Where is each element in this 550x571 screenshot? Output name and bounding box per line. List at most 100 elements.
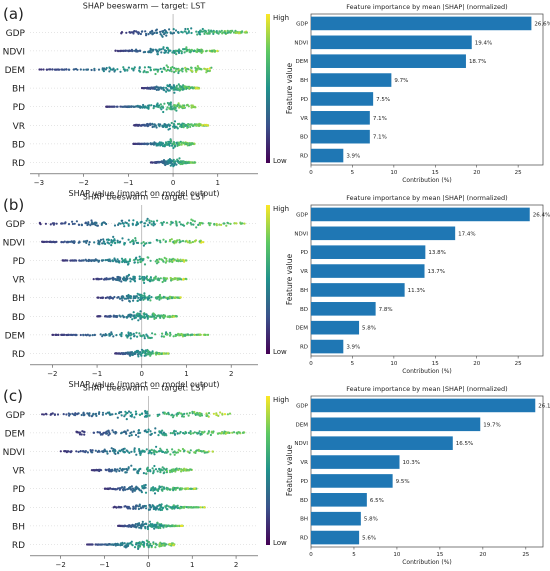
swarm-point xyxy=(131,487,135,490)
beeswarm-title: SHAP beeswarm — target: LST xyxy=(83,384,206,393)
swarm-point xyxy=(121,277,125,280)
swarm-point xyxy=(175,259,178,262)
feature-label: PD xyxy=(13,257,25,267)
swarm-point xyxy=(98,240,101,243)
swarm-point xyxy=(152,472,155,475)
swarm-point xyxy=(98,431,101,434)
swarm-point xyxy=(178,487,181,490)
swarm-point xyxy=(112,487,115,490)
swarm-point xyxy=(223,413,227,416)
swarm-point xyxy=(171,416,175,419)
swarm-point xyxy=(100,277,103,280)
swarm-point xyxy=(138,314,141,317)
swarm-point xyxy=(154,524,157,528)
swarm-point xyxy=(127,331,130,334)
swarm-point xyxy=(113,469,116,472)
swarm-point xyxy=(159,144,162,147)
swarm-point xyxy=(189,221,192,225)
swarm-point xyxy=(201,124,204,127)
swarm-point xyxy=(130,353,133,356)
swarm-point xyxy=(195,30,198,33)
swarm-point xyxy=(173,106,176,109)
swarm-point xyxy=(182,126,185,129)
swarm-point xyxy=(165,34,168,37)
swarm-point xyxy=(118,412,121,415)
swarm-point xyxy=(149,47,152,50)
swarm-point xyxy=(138,449,141,452)
bar-category-label: GDP xyxy=(296,21,308,27)
swarm-point xyxy=(159,486,162,489)
swarm-point xyxy=(143,486,146,489)
swarm-point xyxy=(132,311,135,314)
swarm-point xyxy=(197,50,201,53)
swarm-point xyxy=(152,48,155,51)
swarm-point xyxy=(101,411,105,414)
importance-bar-chart: Feature importance by mean |SHAP| (norma… xyxy=(294,194,550,375)
swarm-point xyxy=(153,453,156,456)
swarm-point xyxy=(123,225,126,228)
swarm-point xyxy=(157,105,160,108)
swarm-point xyxy=(203,123,206,126)
swarm-point xyxy=(200,221,203,225)
swarm-point xyxy=(238,431,241,434)
swarm-point xyxy=(73,240,76,243)
swarm-point xyxy=(139,334,142,337)
swarm-point xyxy=(162,335,165,338)
bar-value-label: 17.4% xyxy=(458,231,475,237)
swarm-point xyxy=(155,507,158,510)
swarm-point xyxy=(149,66,152,69)
swarm-point xyxy=(80,223,83,226)
swarm-point xyxy=(165,277,169,280)
swarm-point xyxy=(116,68,119,71)
swarm-point xyxy=(107,105,110,108)
bar-x-tick-label: 25 xyxy=(515,361,522,367)
colorbar xyxy=(266,205,270,354)
swarm-point xyxy=(111,276,114,279)
swarm-point xyxy=(245,31,249,34)
swarm-point xyxy=(109,68,113,71)
swarm-point xyxy=(129,296,132,299)
swarm-point xyxy=(191,219,194,222)
swarm-point xyxy=(60,68,63,71)
swarm-point xyxy=(184,123,187,126)
swarm-point xyxy=(130,525,133,528)
feature-swarm xyxy=(120,27,249,38)
swarm-point xyxy=(135,504,138,507)
bar-category-label: VR xyxy=(300,460,308,466)
bar-category-label: BH xyxy=(300,78,308,84)
swarm-point xyxy=(88,241,91,244)
swarm-point xyxy=(177,412,180,416)
swarm-point xyxy=(154,124,157,127)
swarm-point xyxy=(115,334,118,337)
swarm-point xyxy=(173,51,176,55)
bar-value-label: 16.5% xyxy=(456,441,473,447)
swarm-point xyxy=(94,412,98,415)
swarm-point xyxy=(189,161,193,164)
swarm-point xyxy=(158,293,162,297)
swarm-point xyxy=(149,433,152,436)
swarm-point xyxy=(179,223,183,226)
swarm-point xyxy=(190,487,193,490)
x-tick-label: 1 xyxy=(184,370,188,378)
swarm-point xyxy=(99,296,102,299)
swarm-point xyxy=(122,430,126,434)
swarm-point xyxy=(143,523,146,526)
swarm-point xyxy=(165,161,168,164)
swarm-point xyxy=(116,241,119,244)
swarm-point xyxy=(171,542,174,545)
swarm-point xyxy=(138,505,141,508)
swarm-point xyxy=(146,71,149,74)
swarm-point xyxy=(189,86,192,90)
swarm-point xyxy=(108,470,111,473)
swarm-point xyxy=(126,507,129,510)
swarm-point xyxy=(186,126,189,129)
swarm-point xyxy=(161,105,164,108)
panel-label: (b) xyxy=(3,196,24,214)
swarm-point xyxy=(106,315,109,318)
swarm-point xyxy=(150,223,153,226)
feature-label: PD xyxy=(13,485,25,495)
swarm-point xyxy=(138,448,141,451)
swarm-point xyxy=(232,431,236,434)
swarm-point xyxy=(128,30,131,34)
swarm-point xyxy=(210,66,213,69)
